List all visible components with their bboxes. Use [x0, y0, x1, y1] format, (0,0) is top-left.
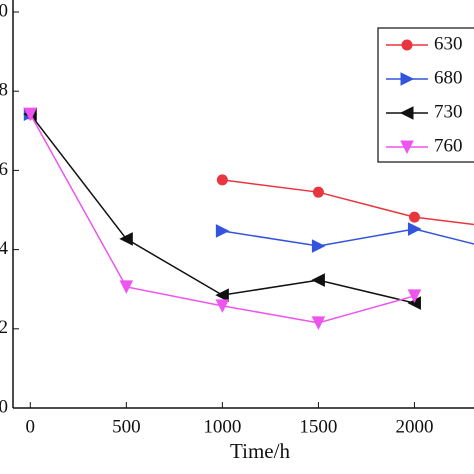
marker — [119, 280, 134, 294]
marker — [23, 107, 38, 122]
marker — [408, 211, 420, 223]
y-tick-label: 20 — [0, 0, 8, 21]
y-tick-label: 18 — [0, 80, 8, 101]
legend-marker — [401, 39, 413, 51]
x-axis-label: Time/h — [230, 439, 290, 463]
marker — [312, 186, 324, 198]
legend-label: 760 — [434, 135, 463, 156]
legend-marker — [399, 106, 414, 120]
y-tick-label: 10 — [0, 396, 8, 417]
marker — [119, 232, 133, 246]
series-line — [29, 113, 415, 324]
marker — [311, 316, 326, 330]
plot-area — [23, 107, 474, 330]
marker — [216, 174, 228, 186]
y-tick-label: 14 — [0, 238, 9, 259]
y-tick-label: 12 — [0, 317, 8, 338]
marker — [311, 239, 326, 253]
marker — [215, 224, 230, 238]
legend-label: 630 — [434, 33, 463, 54]
x-tick-label: 1500 — [299, 416, 337, 437]
legend-label: 730 — [434, 101, 463, 122]
legend-marker — [400, 140, 414, 155]
y-tick-label: 16 — [0, 159, 8, 180]
legend-label: 680 — [434, 67, 463, 88]
marker — [215, 288, 229, 302]
x-tick-label: 1000 — [203, 416, 241, 437]
series-line — [29, 113, 415, 304]
marker — [215, 299, 230, 313]
legend-box — [377, 27, 474, 163]
x-tick-label: 500 — [112, 416, 141, 437]
marker — [407, 222, 422, 236]
x-tick-label: 0 — [26, 416, 36, 437]
marker — [407, 289, 422, 304]
x-tick-label: 2000 — [395, 416, 433, 437]
legend-marker — [400, 72, 415, 86]
marker — [311, 273, 325, 287]
series-line — [222, 228, 474, 247]
series-line — [222, 179, 474, 226]
